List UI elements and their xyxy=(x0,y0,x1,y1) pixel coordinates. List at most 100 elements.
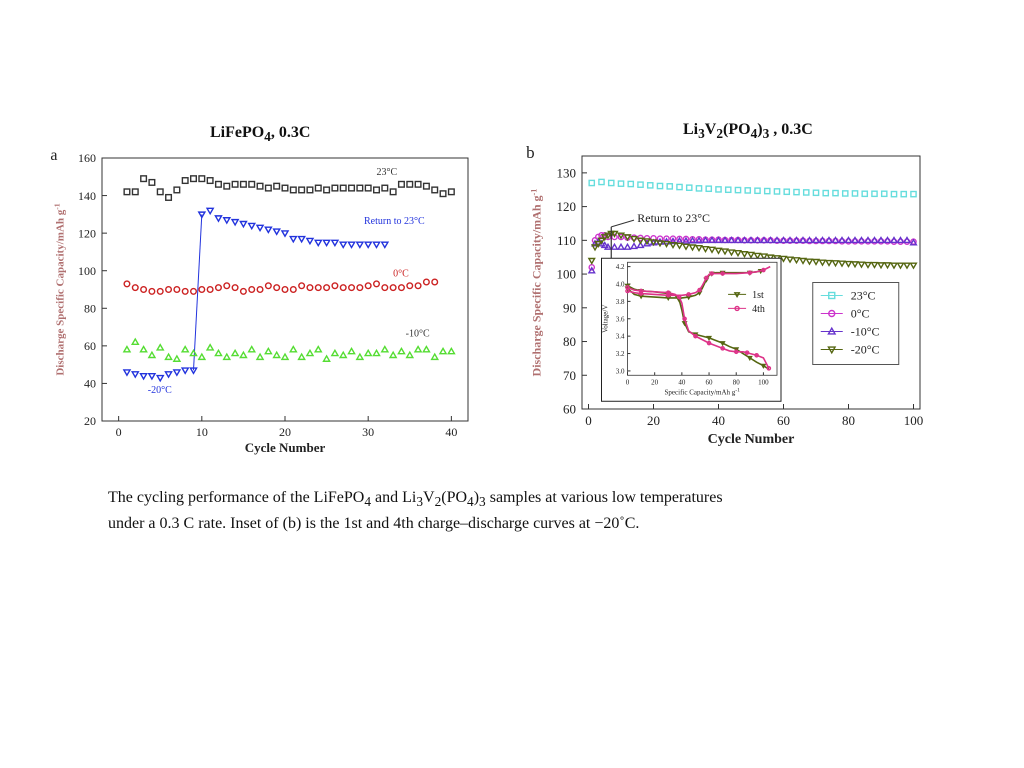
data-point xyxy=(744,187,752,194)
inset-data-point xyxy=(638,288,644,294)
data-point xyxy=(414,180,422,188)
data-point xyxy=(701,236,710,244)
data-point xyxy=(214,180,222,188)
inset-data-point xyxy=(747,270,753,275)
data-point xyxy=(297,235,306,244)
data-point xyxy=(431,186,439,194)
data-point xyxy=(322,239,331,248)
data-point xyxy=(214,348,223,357)
data-point xyxy=(649,239,658,247)
inset-data-point xyxy=(625,285,630,290)
inset-data-point xyxy=(761,267,766,273)
data-point xyxy=(347,347,356,355)
data-point xyxy=(603,242,613,250)
data-point xyxy=(272,350,281,359)
series-0 xyxy=(123,175,455,201)
series-annotation: 0°C xyxy=(393,268,409,279)
data-point xyxy=(413,345,423,353)
data-point xyxy=(629,235,639,243)
inset-points-1-1 xyxy=(625,285,772,371)
data-point xyxy=(792,257,801,265)
data-point xyxy=(381,284,389,292)
figure-caption: The cycling performance of the LiFePO4 a… xyxy=(108,487,908,535)
x-tick-label: 0 xyxy=(116,425,122,439)
y-tick-label: 100 xyxy=(78,264,96,278)
data-point xyxy=(255,352,265,361)
data-point xyxy=(597,237,606,245)
data-point xyxy=(793,188,800,196)
data-point xyxy=(603,232,613,240)
data-point xyxy=(822,189,830,197)
x-axis-label: Cycle Number xyxy=(245,440,326,455)
data-point xyxy=(863,261,873,269)
data-point xyxy=(675,242,684,250)
data-point xyxy=(205,343,215,351)
data-point xyxy=(338,241,348,249)
panel-letter: b xyxy=(526,143,535,162)
data-point xyxy=(406,282,414,290)
data-point xyxy=(165,285,173,293)
data-point xyxy=(247,222,257,231)
legend-label: -10°C xyxy=(851,325,880,339)
legend-box xyxy=(812,282,900,365)
inset-data-point xyxy=(697,287,702,293)
data-point xyxy=(322,354,331,362)
data-point xyxy=(422,278,430,286)
data-point xyxy=(876,236,886,244)
inset-x-tick-label: 80 xyxy=(733,378,741,386)
data-point xyxy=(662,240,671,248)
data-point xyxy=(792,236,801,244)
data-point xyxy=(164,352,173,361)
data-point xyxy=(222,352,232,361)
data-point xyxy=(264,282,272,290)
data-point xyxy=(247,345,257,353)
data-point xyxy=(223,282,231,290)
inset-legend-marker xyxy=(734,305,740,312)
data-point xyxy=(364,184,372,192)
data-point xyxy=(733,250,743,258)
data-point xyxy=(857,261,866,269)
legend-marker xyxy=(828,309,836,318)
inset-y-tick-label: 4.2 xyxy=(616,263,625,271)
data-point xyxy=(646,182,654,189)
data-point xyxy=(598,178,605,186)
data-point xyxy=(363,348,373,357)
data-point xyxy=(373,186,381,194)
data-point xyxy=(705,185,713,193)
inset-data-point xyxy=(733,349,739,355)
data-point xyxy=(381,184,389,192)
data-point xyxy=(214,215,223,223)
data-point xyxy=(785,236,795,244)
data-point xyxy=(715,186,722,193)
data-point xyxy=(289,285,297,293)
data-point xyxy=(668,237,678,245)
data-point xyxy=(746,251,756,259)
data-point xyxy=(910,190,917,198)
data-point xyxy=(231,284,239,292)
inset-x-tick-label: 100 xyxy=(758,378,769,386)
inset-data-point xyxy=(693,333,698,339)
data-point xyxy=(669,235,677,242)
data-point xyxy=(172,354,182,362)
series-1 xyxy=(197,207,390,249)
data-point xyxy=(140,175,148,183)
data-point xyxy=(447,188,455,196)
data-point xyxy=(727,236,736,244)
data-point xyxy=(610,242,619,250)
data-point xyxy=(701,245,710,254)
data-point xyxy=(766,254,775,262)
caption-line-2: under a 0.3 C rate. Inset of (b) is the … xyxy=(108,515,640,533)
data-point xyxy=(380,345,390,353)
data-point xyxy=(305,348,315,357)
inset-data-point xyxy=(665,290,671,295)
inset-data-point xyxy=(706,340,712,346)
y-axis-label: Discharge Specific Capacity/mAh g-1 xyxy=(52,203,67,375)
data-point xyxy=(147,372,157,381)
data-point xyxy=(289,345,298,353)
data-point xyxy=(714,236,723,244)
data-point xyxy=(298,282,306,290)
data-point xyxy=(896,236,905,244)
data-point xyxy=(123,188,131,196)
data-point xyxy=(397,347,406,355)
data-point xyxy=(439,190,447,198)
